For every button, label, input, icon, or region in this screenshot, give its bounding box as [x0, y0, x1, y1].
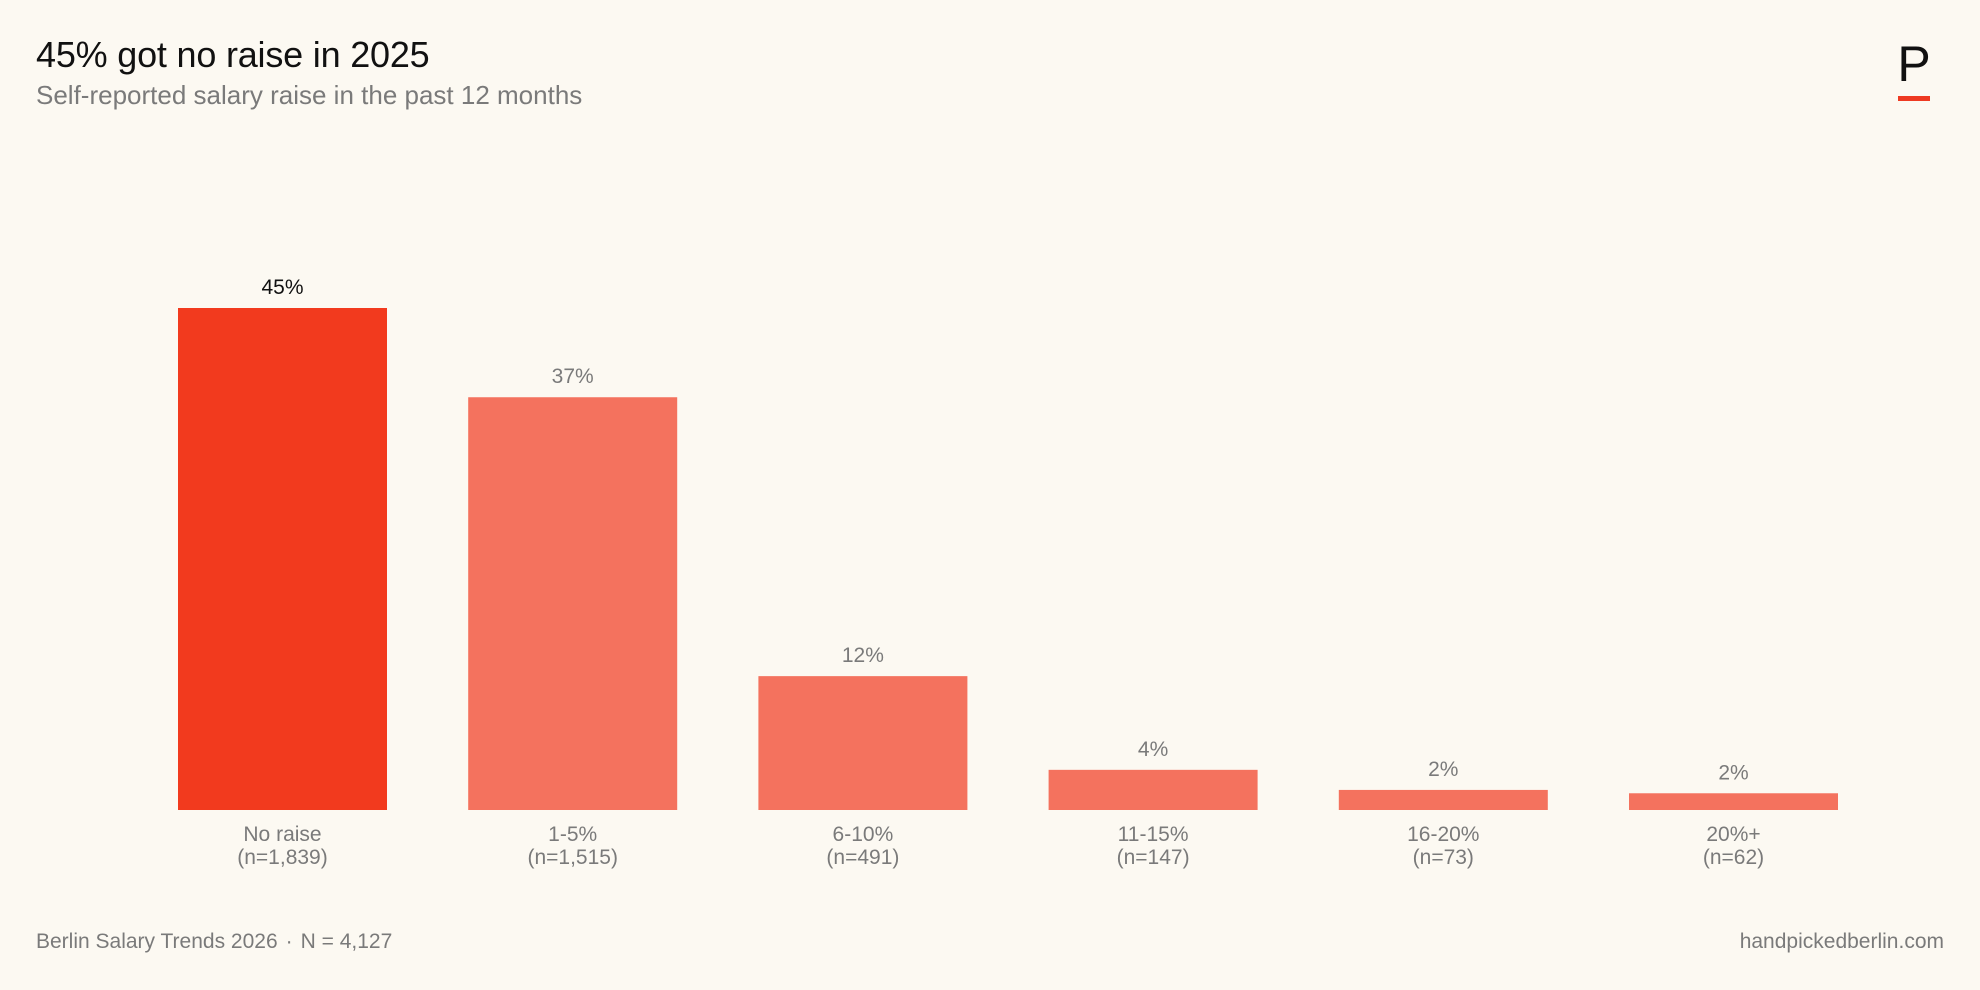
- value-label-3: 4%: [1138, 738, 1168, 761]
- footer-source: Berlin Salary Trends 2026 · N = 4,127: [36, 930, 392, 954]
- count-label-5: (n=62): [1703, 846, 1764, 869]
- category-label-1: 1-5%: [548, 823, 597, 846]
- value-label-2: 12%: [842, 644, 884, 667]
- chart-subtitle: Self-reported salary raise in the past 1…: [36, 80, 583, 110]
- bar-2: [758, 676, 968, 810]
- footer-separator: ·: [285, 930, 293, 953]
- value-label-0: 45%: [261, 276, 303, 299]
- bar-chart: 45% No raise(n=1,839) 37% 1-5%(n=1,515) 12% 6…: [178, 276, 1838, 869]
- count-label-4: (n=73): [1413, 846, 1474, 869]
- value-label-4: 2%: [1428, 758, 1458, 781]
- brand-logo[interactable]: P: [1896, 36, 1932, 104]
- sample-size: N = 4,127: [300, 930, 393, 953]
- count-label-0: (n=1,839): [237, 846, 327, 869]
- count-label-1: (n=1,515): [527, 846, 617, 869]
- category-label-0: No raise: [243, 823, 321, 846]
- category-label-4: 16-20%: [1407, 823, 1479, 846]
- count-label-3: (n=147): [1117, 846, 1190, 869]
- source-label: Berlin Salary Trends 2026: [36, 930, 278, 953]
- category-label-2: 6-10%: [833, 823, 894, 846]
- logo-letter: P: [1897, 36, 1931, 92]
- bar-4: [1338, 789, 1548, 810]
- chart-title: 45% got no raise in 2025: [36, 34, 430, 75]
- value-label-5: 2%: [1718, 761, 1748, 784]
- bar-5: [1629, 793, 1838, 810]
- count-label-2: (n=491): [826, 846, 899, 869]
- bar-1: [468, 397, 678, 810]
- category-label-5: 20%+: [1706, 823, 1760, 846]
- bar-3: [1048, 769, 1258, 810]
- site-link[interactable]: handpickedberlin.com: [1739, 930, 1944, 953]
- value-label-1: 37%: [552, 365, 594, 388]
- bar-0: [178, 308, 387, 810]
- logo-underline: [1898, 96, 1930, 101]
- category-label-3: 11-15%: [1118, 823, 1189, 846]
